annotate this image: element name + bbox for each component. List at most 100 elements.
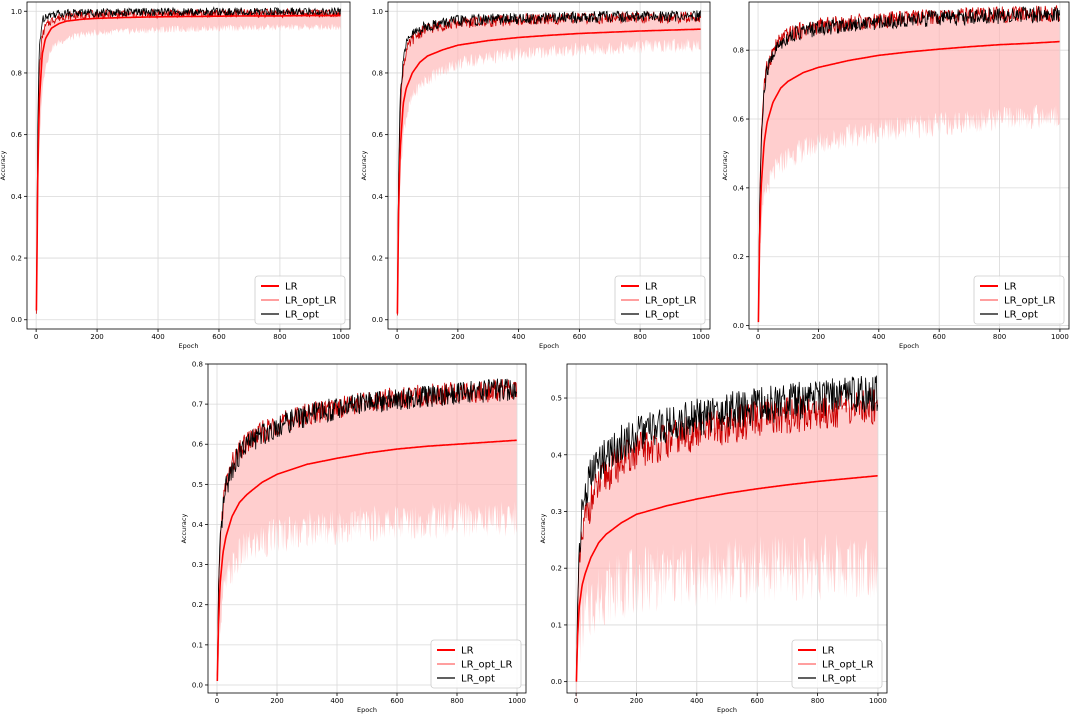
y-tick-label: 0.7 [192,401,203,409]
x-tick-label: 400 [151,333,164,341]
y-tick-label: 0.2 [733,253,744,261]
legend-label-lr: LR [645,282,658,293]
x-tick-label: 800 [273,333,286,341]
y-axis-label: Accuracy [360,151,368,181]
y-tick-label: 0.6 [192,441,204,449]
y-tick-label: 0.4 [733,184,745,192]
y-tick-label: 0.6 [733,116,745,124]
legend: LR LR_opt_LR LR_opt [973,275,1065,325]
x-tick-label: 1000 [692,333,710,341]
x-axis-label: Epoch [899,342,919,350]
x-tick-label: 600 [212,333,225,341]
axes-frame [207,363,527,694]
y-tick-label: 0.0 [733,322,744,330]
y-axis-label: Accuracy [0,151,7,181]
series-band-lr [397,17,701,321]
x-tick-label: 200 [90,333,103,341]
series-band-lr [36,12,341,316]
chart-2: 0 200 400 600 800 1000 0.0 0.2 0.4 0.6 0.8 1.0 Epoch… [360,1,711,350]
y-axis-label: Accuracy [539,514,547,544]
chart-1: 0 200 400 600 800 1000 0.0 0.2 0.4 0.6 0.8 1.0 Epoch… [0,1,351,350]
legend-label-lr-opt: LR_opt [461,674,495,685]
axes-frame [26,1,351,330]
legend-label-lr: LR [461,646,474,657]
x-tick-label: 800 [993,333,1006,341]
x-tick-label: 200 [451,333,464,341]
y-tick-label: 1.0 [11,8,22,16]
x-tick-label: 600 [933,333,946,341]
legend-label-lr-opt: LR_opt [285,310,319,321]
y-tick-label: 0.8 [192,361,203,369]
legend-label-lr-opt-lr: LR_opt_LR [461,660,512,671]
chart-3: 0 200 400 600 800 1000 0.0 0.2 0.4 0.6 0.8 Epoch Acc… [721,1,1070,350]
x-tick-label: 0 [756,333,760,341]
y-tick-label: 0.3 [192,561,203,569]
legend: LR LR_opt_LR LR_opt [254,275,346,325]
x-tick-label: 400 [512,333,525,341]
x-tick-label: 200 [630,697,643,705]
legend-label-lr-opt-lr: LR_opt_LR [822,660,873,671]
y-tick-label: 0.8 [11,69,22,77]
series-line-lr [35,14,341,311]
y-tick-label: 0.2 [192,601,203,609]
legend: LR LR_opt_LR LR_opt [614,275,706,325]
y-tick-label: 0.5 [551,395,562,403]
y-tick-label: 0.2 [11,255,22,263]
y-tick-label: 0.1 [192,641,203,649]
y-tick-label: 0.5 [192,481,203,489]
y-tick-label: 0.4 [11,193,23,201]
y-tick-label: 0.2 [372,255,383,263]
legend: LR LR_opt_LR LR_opt [791,639,883,689]
x-tick-label: 0 [215,697,219,705]
x-axis-label: Epoch [717,706,737,714]
x-tick-label: 800 [811,697,824,705]
axes-frame [748,1,1070,330]
series-line-lr-opt [576,375,878,672]
x-tick-label: 1000 [869,697,887,705]
y-tick-label: 0.8 [733,47,744,55]
series-line-lr-opt-lr [36,7,341,314]
x-tick-label: 1000 [508,697,526,705]
legend-box [254,275,346,325]
chart-5: 0 200 400 600 800 1000 0.0 0.1 0.2 0.3 0.4 0.5 Epoch… [539,363,888,714]
x-tick-label: 400 [872,333,885,341]
legend-label-lr-opt: LR_opt [822,674,856,685]
x-tick-label: 400 [330,697,343,705]
legend-label-lr-opt: LR_opt [1004,310,1038,321]
legend-box [791,639,883,689]
axes-frame [387,1,711,330]
y-axis-label: Accuracy [721,151,729,181]
y-tick-label: 0.0 [551,678,562,686]
x-tick-label: 600 [390,697,403,705]
x-axis-label: Epoch [539,342,559,350]
x-tick-label: 1000 [332,333,350,341]
x-tick-label: 600 [573,333,586,341]
x-tick-label: 800 [450,697,463,705]
x-axis-label: Epoch [179,342,199,350]
y-tick-label: 0.1 [551,621,562,629]
legend-box [614,275,706,325]
y-tick-label: 0.0 [372,316,383,324]
legend-label-lr-opt-lr: LR_opt_LR [1004,296,1055,307]
series-line-lr-opt [216,378,518,677]
legend-box [973,275,1065,325]
series-line-lr-opt [758,6,1060,315]
legend-label-lr: LR [822,646,835,657]
series-line-lr [575,475,878,682]
series-line-lr [216,439,517,682]
x-tick-label: 0 [395,333,399,341]
y-tick-label: 0.3 [551,508,562,516]
axes-frame [566,363,888,694]
x-tick-label: 400 [690,697,703,705]
legend-label-lr-opt: LR_opt [645,310,679,321]
y-tick-label: 0.6 [11,131,23,139]
y-tick-label: 0.4 [551,451,563,459]
series-line-lr-opt [397,10,701,313]
y-tick-label: 1.0 [372,8,383,16]
y-axis-label: Accuracy [180,514,188,544]
y-tick-label: 0.4 [372,193,384,201]
legend-label-lr-opt-lr: LR_opt_LR [285,296,336,307]
x-tick-label: 200 [812,333,825,341]
legend: LR LR_opt_LR LR_opt [430,639,522,689]
